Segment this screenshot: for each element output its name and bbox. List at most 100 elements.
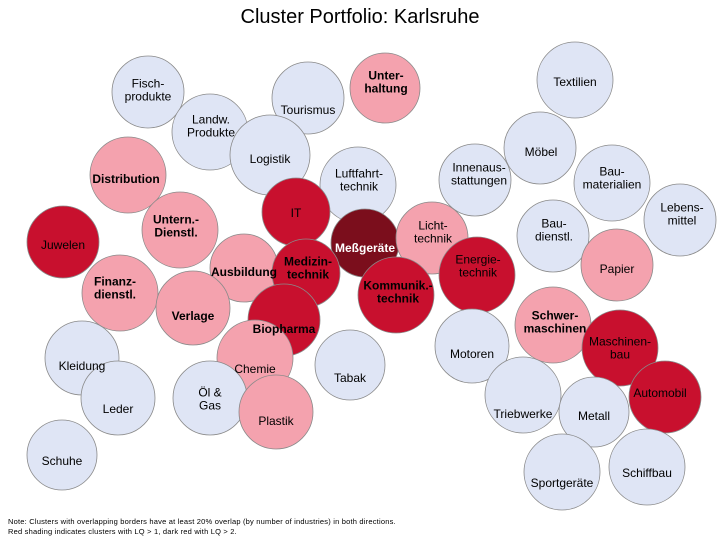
cluster-circle-fischprodukte: [111, 55, 185, 129]
cluster-label-line: Logistik: [250, 152, 292, 166]
cluster-label-kommunikationstechnik: Kommunik.-technik: [363, 279, 432, 306]
cluster-label-line: Sportgeräte: [531, 476, 594, 490]
cluster-label-textilien: Textilien: [553, 75, 596, 89]
cluster-circle-leder: [80, 360, 156, 436]
cluster-label-line: Unter-: [368, 69, 403, 83]
cluster-circle-triebwerke: [484, 356, 562, 434]
diagram-title: Cluster Portfolio: Karlsruhe: [240, 6, 480, 28]
cluster-label-line: produkte: [125, 90, 172, 104]
cluster-circle-finanzdienstl: [81, 254, 159, 332]
cluster-label-line: Öl &: [198, 386, 221, 400]
cluster-label-line: technik: [377, 292, 419, 306]
cluster-labels: Fisch-produkte Tourismus Unter-haltung Text…: [41, 69, 704, 491]
cluster-circle-tourismus: [271, 61, 345, 135]
cluster-label-unterhaltung: Unter-haltung: [364, 69, 407, 96]
cluster-label-line: Tourismus: [281, 103, 336, 117]
cluster-label-line: Finanz-: [94, 275, 136, 289]
cluster-circle-papier: [580, 228, 654, 302]
cluster-label-line: Textilien: [553, 75, 596, 89]
footnote: Note: Clusters with overlapping borders …: [8, 517, 396, 537]
cluster-label-line: Schiffbau: [622, 466, 672, 480]
cluster-label-baudienstl: Bau-dienstl.: [535, 217, 573, 244]
cluster-circle-moebel: [503, 111, 577, 185]
cluster-circle-lebensmittel: [643, 183, 717, 257]
cluster-label-verlage: Verlage: [172, 309, 215, 323]
cluster-label-line: Bau-: [541, 217, 566, 231]
cluster-label-line: IT: [291, 206, 302, 220]
cluster-circles: [26, 41, 717, 511]
cluster-label-plastik: Plastik: [258, 414, 294, 428]
cluster-label-line: Verlage: [172, 309, 215, 323]
cluster-label-line: Landw.: [192, 113, 230, 127]
cluster-label-schuhe: Schuhe: [42, 454, 83, 468]
cluster-label-automobil: Automobil: [633, 386, 686, 400]
cluster-label-line: Licht-: [418, 219, 447, 233]
cluster-label-line: technik: [459, 266, 498, 280]
cluster-label-line: bau: [610, 348, 630, 362]
cluster-label-line: Energie-: [455, 253, 500, 267]
cluster-label-line: Meßgeräte: [335, 241, 395, 255]
cluster-label-line: Maschinen-: [589, 335, 651, 349]
cluster-label-line: Möbel: [525, 145, 558, 159]
cluster-circle-kommunikationstechnik: [357, 256, 435, 334]
cluster-label-logistik: Logistik: [250, 152, 292, 166]
cluster-label-innenausstattungen: Innenaus-stattungen: [451, 161, 507, 188]
cluster-circle-schiffbau: [608, 428, 686, 506]
cluster-label-line: Kleidung: [59, 359, 106, 373]
cluster-label-ausbildung: Ausbildung: [211, 265, 277, 279]
cluster-label-line: dienstl.: [535, 230, 573, 244]
cluster-circle-juwelen: [26, 205, 100, 279]
cluster-label-juwelen: Juwelen: [41, 238, 85, 252]
cluster-label-line: Lebens-: [660, 201, 703, 215]
cluster-label-line: Papier: [600, 262, 635, 276]
cluster-circle-metall: [558, 376, 630, 448]
cluster-label-messgeraete: Meßgeräte: [335, 241, 395, 255]
cluster-label-lebensmittel: Lebens-mittel: [660, 201, 703, 228]
cluster-label-line: Plastik: [258, 414, 294, 428]
cluster-label-line: Triebwerke: [494, 407, 553, 421]
cluster-circle-baudienstl: [516, 199, 590, 273]
cluster-circle-motoren: [434, 308, 510, 384]
cluster-label-line: Automobil: [633, 386, 686, 400]
cluster-label-line: mittel: [668, 214, 697, 228]
cluster-circle-baumaterialien: [573, 144, 651, 222]
cluster-label-triebwerke: Triebwerke: [494, 407, 553, 421]
cluster-label-line: Schuhe: [42, 454, 83, 468]
cluster-label-line: Biopharma: [253, 322, 316, 336]
cluster-label-kleidung: Kleidung: [59, 359, 106, 373]
cluster-label-distribution: Distribution: [92, 172, 159, 186]
cluster-label-line: Gas: [199, 399, 221, 413]
cluster-label-line: technik: [287, 268, 329, 282]
cluster-label-finanzdienstl: Finanz-dienstl.: [94, 275, 136, 302]
cluster-label-fischprodukte: Fisch-produkte: [125, 77, 172, 104]
cluster-circle-innenausstattungen: [438, 143, 512, 217]
cluster-label-line: Innenaus-: [452, 161, 505, 175]
footnote-line-1: Note: Clusters with overlapping borders …: [8, 517, 396, 526]
cluster-label-line: Metall: [578, 409, 610, 423]
cluster-label-metall: Metall: [578, 409, 610, 423]
cluster-label-untern-dienstl: Untern.-Dienstl.: [153, 213, 199, 240]
cluster-circle-schuhe: [26, 419, 98, 491]
cluster-label-line: Untern.-: [153, 213, 199, 227]
cluster-label-line: stattungen: [451, 174, 507, 188]
cluster-label-sportgeraete: Sportgeräte: [531, 476, 594, 490]
cluster-label-line: Tabak: [334, 371, 367, 385]
cluster-label-line: technik: [414, 232, 453, 246]
cluster-label-lichttechnik: Licht-technik: [414, 219, 453, 246]
cluster-circle-distribution: [89, 136, 167, 214]
cluster-circle-sportgeraete: [523, 433, 601, 511]
cluster-label-luftfahrttechnik: Luftfahrt-technik: [335, 167, 383, 194]
cluster-circle-verlage: [155, 270, 231, 346]
cluster-label-motoren: Motoren: [450, 347, 494, 361]
cluster-label-line: Distribution: [92, 172, 159, 186]
cluster-label-line: Motoren: [450, 347, 494, 361]
cluster-label-line: Kommunik.-: [363, 279, 432, 293]
cluster-label-line: Dienstl.: [154, 226, 197, 240]
cluster-label-maschinenbau: Maschinen-bau: [589, 335, 651, 362]
cluster-label-tabak: Tabak: [334, 371, 367, 385]
cluster-label-tourismus: Tourismus: [281, 103, 336, 117]
cluster-label-papier: Papier: [600, 262, 635, 276]
cluster-label-line: haltung: [364, 82, 407, 96]
cluster-circle-automobil: [628, 360, 702, 434]
